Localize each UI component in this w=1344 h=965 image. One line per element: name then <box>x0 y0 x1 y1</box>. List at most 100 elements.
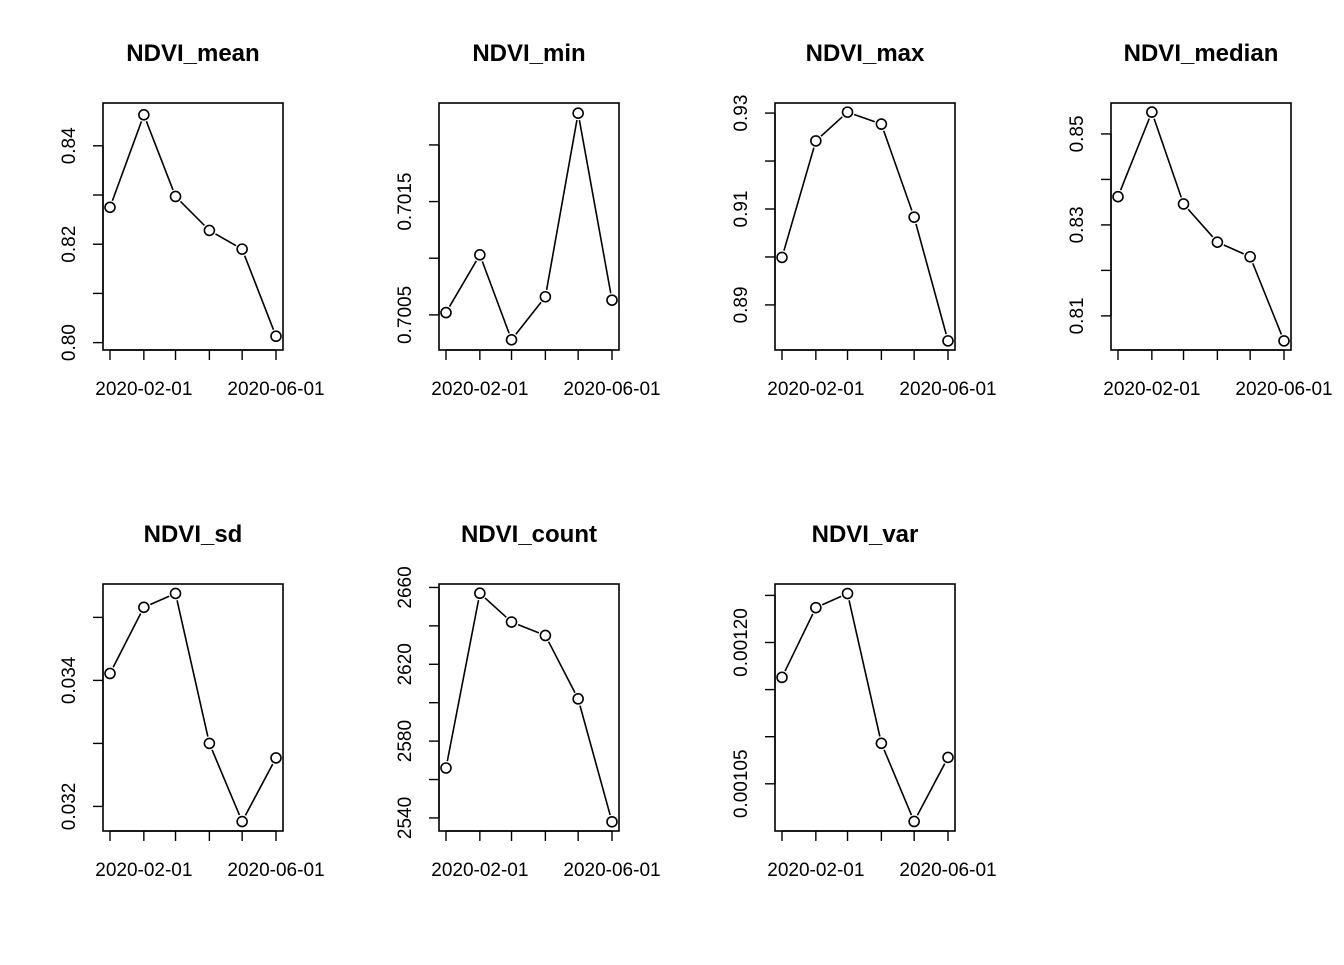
panel-ndvi-var: NDVI_var 0.00105 0.00120 2020-02-01 2020-06-… <box>731 521 997 881</box>
y-tick-label: 0.7015 <box>395 173 416 231</box>
y-tick-label: 0.81 <box>1067 297 1088 334</box>
series-line-segment <box>820 116 843 137</box>
y-tick-label: 0.93 <box>731 95 752 132</box>
y-tick-label: 0.91 <box>731 191 752 228</box>
series-line-segment <box>883 749 913 816</box>
series-line-segment <box>547 641 576 694</box>
panel-ndvi-max: NDVI_max 0.89 0.91 0.93 2020-02-01 2020-06-01 <box>731 40 997 400</box>
x-tick-label: 2020-02-01 <box>431 860 528 881</box>
x-tick-label: 2020-06-01 <box>563 379 660 400</box>
series-line-segment <box>112 613 142 668</box>
panel-ndvi-median: NDVI_median 0.81 0.83 0.85 2020-02-01 2020-06… <box>1067 40 1333 400</box>
data-point <box>169 190 182 203</box>
data-point <box>908 815 920 828</box>
x-tick-label: 2020-06-01 <box>227 860 324 881</box>
series-line-segment <box>784 613 814 672</box>
data-point <box>138 601 150 614</box>
data-point <box>1278 335 1290 347</box>
series-line-segment <box>111 121 143 202</box>
data-point <box>942 751 954 764</box>
panel-title: NDVI_min <box>472 40 585 67</box>
series-line-segment <box>446 599 480 762</box>
panel-title: NDVI_count <box>461 521 597 548</box>
x-tick-label: 2020-06-01 <box>227 379 324 400</box>
data-point <box>104 667 116 680</box>
series-line-segment <box>179 200 206 227</box>
data-point <box>942 335 954 347</box>
data-point <box>606 815 618 828</box>
series-line-segment <box>853 113 876 123</box>
series-line-segment <box>579 705 611 816</box>
series-line-segment <box>176 600 209 737</box>
y-tick-label: 0.80 <box>59 324 80 361</box>
data-point <box>539 290 552 303</box>
data-point <box>841 106 854 118</box>
data-point <box>104 201 116 214</box>
panel-ndvi-mean: NDVI_mean 0.80 0.82 0.84 2020-02-01 2020-06-0… <box>59 40 325 400</box>
panel-ndvi-min: NDVI_min 0.7005 0.7015 2020-02-01 2020-06-01 <box>395 40 661 400</box>
panel-title: NDVI_max <box>806 40 925 67</box>
series-line-segment <box>448 260 478 307</box>
y-tick-label: 0.7005 <box>395 286 416 344</box>
panel-title: NDVI_var <box>812 521 919 548</box>
data-point <box>776 671 788 684</box>
series-line-segment <box>821 595 842 606</box>
data-point <box>203 737 216 750</box>
panel-ndvi-count: NDVI_count 2540 2580 2620 2660 2020-02-01 2020… <box>395 521 661 881</box>
series-line-segment <box>517 623 540 634</box>
series-line-segment <box>915 223 947 335</box>
data-point <box>474 587 486 600</box>
panel-ndvi-sd: NDVI_sd 0.032 0.034 2020-02-01 2020-06-01 <box>59 521 325 881</box>
data-point <box>572 693 584 705</box>
series-line-segment <box>481 261 510 334</box>
data-point <box>810 601 822 614</box>
x-tick-label: 2020-02-01 <box>95 379 192 400</box>
data-point <box>236 243 248 255</box>
y-tick-label: 2660 <box>395 566 416 608</box>
y-tick-label: 0.89 <box>731 286 752 323</box>
series-line-segment <box>783 147 815 251</box>
data-point <box>440 762 452 774</box>
data-point <box>270 752 282 764</box>
y-tick-label: 0.83 <box>1067 206 1088 243</box>
data-point <box>270 330 282 343</box>
data-point <box>169 587 182 600</box>
y-tick-label: 0.00120 <box>731 608 752 677</box>
plot-frame <box>774 102 956 351</box>
series-line-segment <box>545 119 578 290</box>
data-point <box>776 251 788 264</box>
y-tick-label: 0.84 <box>59 127 80 164</box>
data-point <box>875 737 888 750</box>
series-line-segment <box>484 597 507 618</box>
series-line-segment <box>916 763 946 816</box>
series-line-segment <box>1187 208 1214 238</box>
data-point <box>236 815 248 828</box>
plot-frame <box>1110 102 1292 351</box>
series-line-segment <box>848 600 881 737</box>
data-point <box>810 135 822 147</box>
series-line-segment <box>578 119 612 294</box>
plot-frame <box>438 102 620 351</box>
data-point <box>203 224 216 237</box>
x-tick-label: 2020-02-01 <box>95 860 192 881</box>
x-tick-label: 2020-06-01 <box>899 379 996 400</box>
series-line-segment <box>1252 262 1283 335</box>
x-tick-label: 2020-02-01 <box>767 860 864 881</box>
series-line-segment <box>215 233 237 247</box>
x-tick-label: 2020-06-01 <box>899 860 996 881</box>
y-tick-label: 0.85 <box>1067 115 1088 152</box>
data-point <box>875 118 888 130</box>
y-tick-label: 0.034 <box>59 656 80 704</box>
panel-title: NDVI_sd <box>144 521 243 548</box>
series-line-segment <box>882 130 913 211</box>
series-line-segment <box>1223 244 1245 255</box>
series-line-segment <box>244 763 274 816</box>
y-tick-label: 2580 <box>395 720 416 762</box>
data-point <box>138 109 150 121</box>
x-tick-label: 2020-02-01 <box>431 379 528 400</box>
data-point <box>841 587 854 600</box>
data-point <box>1112 190 1124 203</box>
data-point <box>606 294 618 306</box>
